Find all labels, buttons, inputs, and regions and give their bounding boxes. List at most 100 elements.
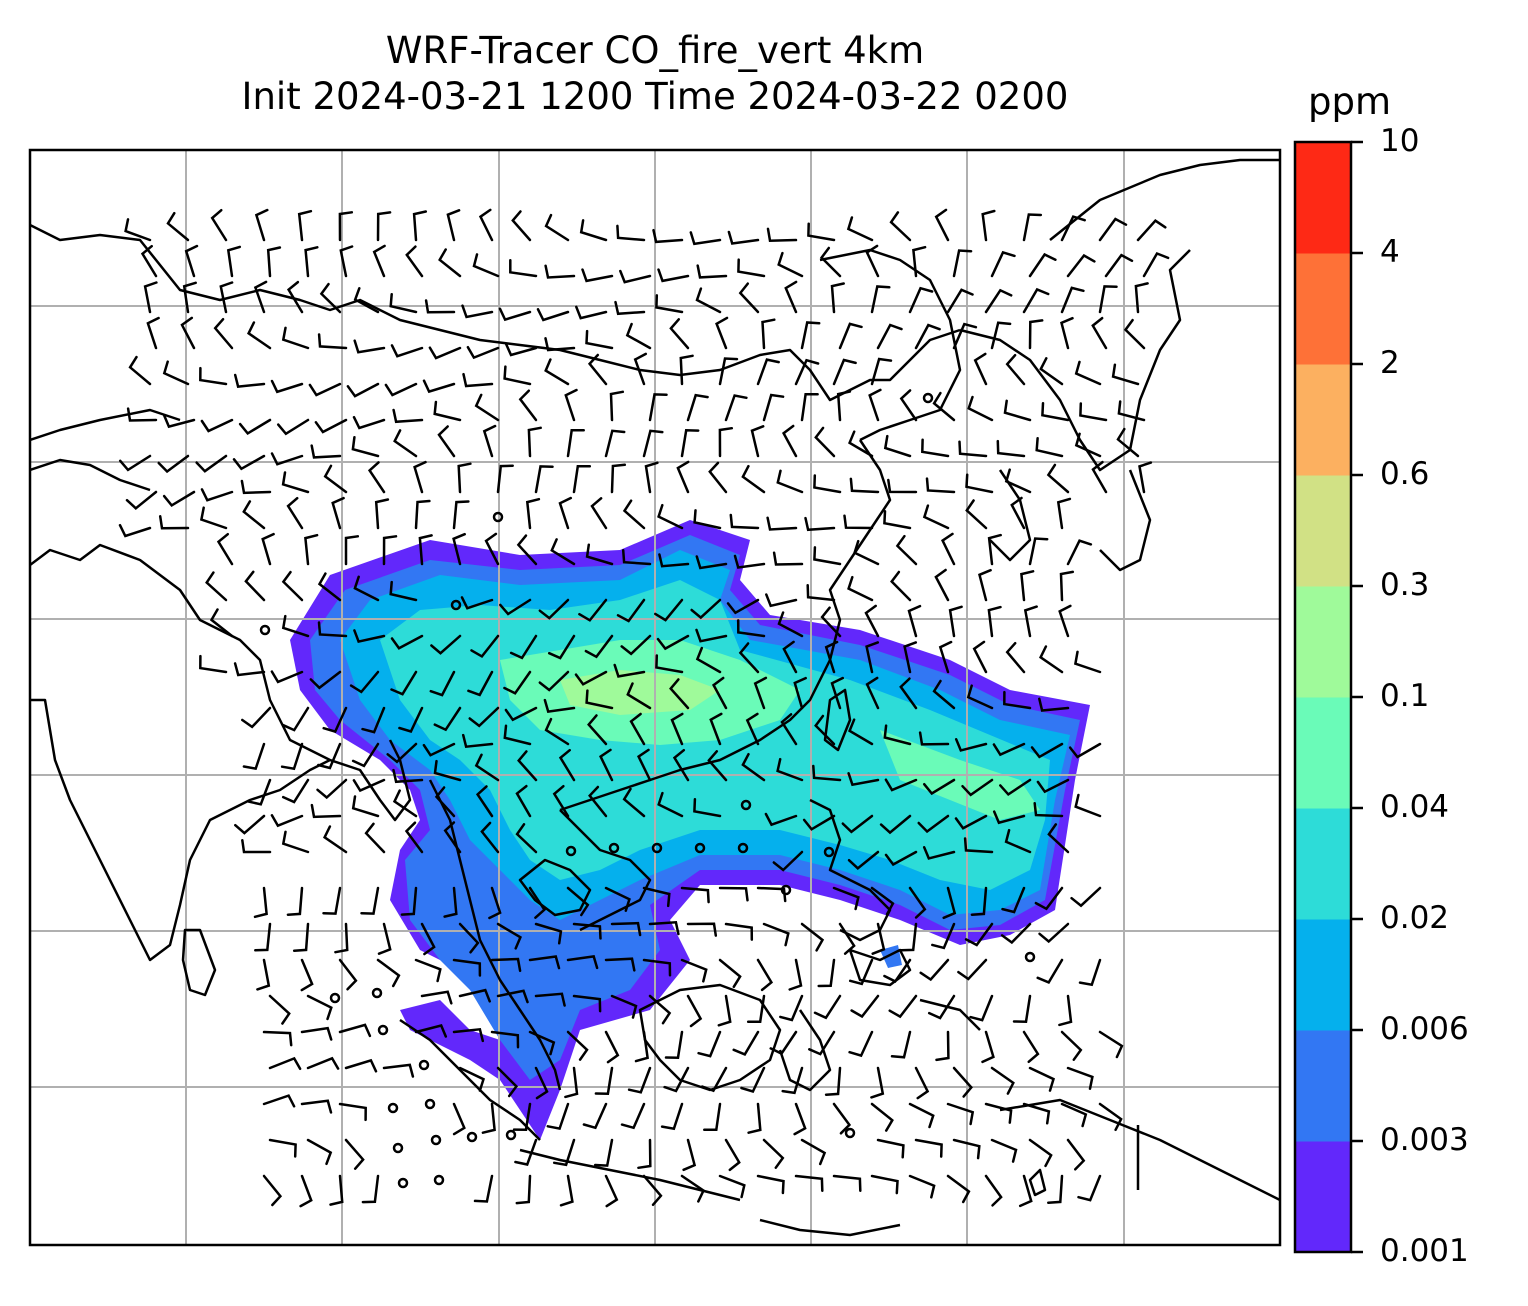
- wind-barb: [724, 1138, 741, 1172]
- wind-barb: [899, 677, 918, 710]
- wind-barb: [199, 506, 228, 530]
- wind-barb: [490, 1030, 520, 1049]
- wind-barb: [669, 678, 690, 710]
- wind-barb: [498, 307, 532, 322]
- title-line-1: WRF-Tracer CO_fire_vert 4km: [385, 29, 925, 72]
- wind-barb: [952, 1066, 973, 1098]
- wind-barb: [1066, 539, 1093, 566]
- wind-barb: [793, 676, 807, 710]
- wind-barb: [925, 477, 956, 494]
- wind-barb: [832, 1174, 862, 1192]
- wind-barb: [544, 264, 576, 279]
- wind-barb: [733, 554, 766, 569]
- wind-barb: [746, 994, 766, 1023]
- wind-barb: [544, 213, 570, 242]
- wind-barb: [780, 713, 798, 746]
- wind-barb: [209, 608, 234, 638]
- wind-barb: [317, 333, 348, 350]
- wind-barb: [745, 712, 760, 746]
- wind-barb: [226, 245, 242, 278]
- coastlines: [30, 158, 1280, 1237]
- wind-barb: [868, 388, 882, 422]
- wind-barb: [199, 654, 228, 674]
- wind-barb: [349, 670, 380, 694]
- wind-barb: [934, 208, 950, 242]
- wind-barb: [1059, 570, 1075, 602]
- wind-barb: [559, 1174, 574, 1207]
- wind-barb: [621, 548, 652, 566]
- wind-barb: [1058, 604, 1072, 638]
- plume-level-0.1: [560, 670, 720, 715]
- wind-barb: [157, 454, 190, 474]
- wind-barb: [558, 496, 573, 530]
- wind-barb: [740, 1066, 766, 1094]
- wind-barb: [254, 922, 272, 952]
- wind-barb: [718, 357, 739, 386]
- wind-barb: [738, 642, 760, 674]
- wind-barb: [1010, 496, 1026, 530]
- wind-barb: [262, 1030, 293, 1047]
- wind-barb: [838, 322, 863, 350]
- wind-barb: [766, 227, 798, 242]
- wind-barb: [552, 784, 570, 818]
- wind-barb: [1036, 958, 1064, 984]
- wind-barb: [917, 814, 950, 834]
- wind-barb: [718, 426, 734, 458]
- wind-barb: [480, 821, 500, 854]
- wind-barb: [981, 209, 996, 242]
- wind-barb: [334, 922, 349, 954]
- colorbar-segment: [1295, 586, 1351, 698]
- wind-barb: [281, 830, 310, 854]
- wind-barb: [329, 1174, 344, 1206]
- wind-barb: [1047, 1174, 1064, 1205]
- map-border: [28, 148, 1282, 1247]
- wind-barb: [693, 509, 722, 530]
- wind-barb: [552, 1138, 576, 1167]
- wind-barb: [578, 598, 608, 622]
- wind-barb: [452, 1102, 466, 1136]
- wind-barb: [1028, 319, 1044, 350]
- wind-barb: [458, 988, 491, 1003]
- wind-barb: [914, 323, 941, 350]
- wind-barb: [268, 994, 291, 1025]
- wind-barb: [1074, 432, 1102, 458]
- wind-barb: [990, 250, 1016, 278]
- wind-barb: [876, 323, 903, 350]
- wind-barb: [695, 555, 728, 570]
- wind-barb: [1104, 253, 1134, 278]
- wind-barb: [762, 922, 790, 947]
- wind-barb: [588, 785, 608, 818]
- wind-barb: [390, 670, 418, 696]
- wind-barb: [830, 282, 845, 314]
- wind-barb: [262, 1094, 296, 1108]
- wind-barb: [794, 1174, 824, 1192]
- wind-barb: [1060, 316, 1074, 350]
- wind-barb: [503, 670, 532, 695]
- wind-barb: [952, 249, 973, 278]
- wind-barb: [658, 553, 690, 568]
- calm-marker: [694, 842, 706, 854]
- colorbar-tick-label: 0.006: [1380, 1011, 1469, 1047]
- wind-barb: [741, 464, 766, 494]
- colorbar-segment: [1295, 697, 1351, 809]
- wind-barb: [390, 344, 424, 358]
- calm-marker: [1024, 951, 1036, 963]
- wind-barb: [118, 523, 152, 538]
- wind-barb: [895, 534, 918, 566]
- wind-barb: [299, 1174, 313, 1208]
- wind-barb: [899, 389, 918, 422]
- wind-barb: [620, 634, 652, 656]
- wind-barb: [286, 886, 304, 916]
- wind-barb: [616, 598, 646, 623]
- wind-barb: [1020, 570, 1035, 602]
- wind-barb: [270, 670, 304, 684]
- wind-barb: [308, 382, 342, 397]
- wind-barb: [1074, 360, 1102, 386]
- wind-barb: [256, 958, 271, 991]
- wind-barb: [932, 679, 956, 710]
- wind-barb: [879, 814, 912, 835]
- wind-barb: [847, 772, 880, 787]
- wind-barb: [1022, 287, 1050, 314]
- wind-barb: [281, 471, 310, 494]
- wind-barb: [413, 460, 427, 494]
